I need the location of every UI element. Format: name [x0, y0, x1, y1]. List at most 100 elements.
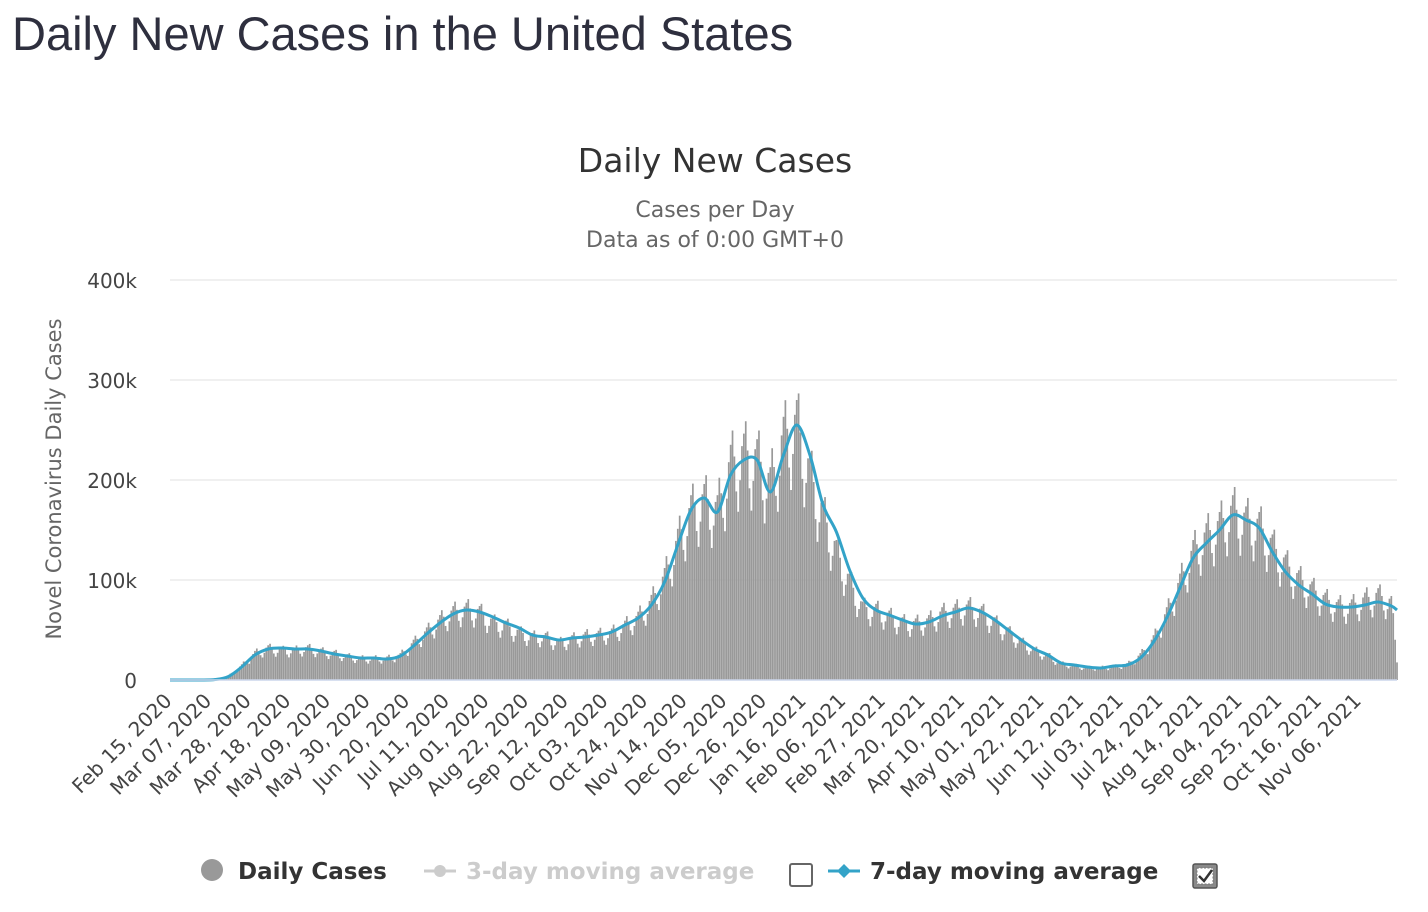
daily-case-bar	[807, 458, 809, 680]
daily-case-bar	[318, 649, 320, 680]
daily-case-bar	[308, 643, 311, 680]
daily-case-bar	[727, 462, 730, 680]
daily-case-bar	[803, 507, 806, 680]
daily-case-bar	[586, 629, 589, 680]
daily-case-bar	[1230, 505, 1232, 680]
daily-case-bar	[669, 578, 672, 680]
daily-case-bar	[958, 607, 960, 680]
daily-case-bar	[635, 615, 638, 680]
daily-case-bar	[1194, 529, 1196, 680]
daily-case-bar	[435, 629, 438, 680]
daily-case-bar	[1118, 667, 1121, 680]
daily-case-bar	[986, 625, 989, 680]
daily-case-bar	[608, 631, 611, 680]
daily-case-bar	[561, 641, 564, 680]
legend-item-3-day-average[interactable]: 3-day moving average	[424, 859, 754, 885]
daily-case-bar	[946, 621, 949, 680]
legend-7-day-checkbox[interactable]	[1192, 863, 1218, 889]
daily-case-bar	[499, 637, 502, 680]
daily-case-bar	[388, 654, 390, 680]
daily-case-bar	[973, 619, 976, 680]
daily-case-bar	[529, 634, 532, 680]
daily-case-bar	[1328, 599, 1330, 680]
legend-item-daily-cases[interactable]: Daily Cases	[201, 859, 387, 885]
daily-case-bar	[310, 648, 313, 680]
daily-case-bar	[1090, 667, 1093, 680]
daily-case-bar	[473, 627, 475, 680]
daily-case-bar	[1018, 638, 1021, 680]
daily-case-bar	[639, 605, 641, 680]
daily-case-bar	[1026, 650, 1028, 680]
daily-case-bar	[1379, 584, 1381, 680]
daily-case-bar	[1165, 607, 1168, 680]
daily-case-bar	[1011, 633, 1013, 680]
daily-case-bar	[590, 641, 592, 680]
daily-case-bar	[620, 633, 623, 680]
daily-case-bar	[1303, 597, 1306, 680]
daily-case-bar	[1299, 566, 1302, 680]
daily-case-bar	[320, 648, 322, 680]
daily-case-bar	[414, 635, 417, 680]
daily-case-bar	[1352, 594, 1355, 680]
daily-case-bar	[1152, 635, 1155, 680]
daily-case-bar	[1150, 639, 1153, 680]
legend-item-7-day-average[interactable]: 7-day moving average	[828, 859, 1158, 885]
daily-case-bar	[978, 608, 981, 680]
daily-case-bar	[1128, 660, 1130, 680]
daily-case-bar	[1043, 656, 1045, 680]
daily-case-bar	[829, 570, 832, 680]
daily-case-bar	[1271, 534, 1274, 680]
daily-case-bar	[1197, 564, 1200, 680]
daily-case-bar	[525, 645, 528, 680]
daily-case-bar	[1003, 634, 1006, 680]
daily-case-bar	[246, 663, 249, 680]
daily-case-bar	[1331, 621, 1334, 680]
daily-case-bar	[346, 654, 349, 680]
daily-case-bar	[569, 637, 572, 680]
daily-case-bar	[255, 648, 258, 680]
daily-case-bar	[1369, 609, 1372, 680]
daily-case-bar	[512, 641, 515, 680]
daily-case-bar	[1248, 518, 1251, 680]
daily-case-bar	[1339, 595, 1342, 680]
daily-case-bar	[267, 645, 270, 680]
daily-case-bar	[1203, 532, 1206, 680]
daily-case-bar	[576, 643, 579, 680]
daily-case-bar	[737, 511, 740, 680]
daily-case-bar	[733, 456, 736, 680]
daily-case-bar	[1012, 642, 1015, 680]
daily-case-bar	[1362, 597, 1364, 680]
daily-case-bar	[1080, 669, 1083, 680]
daily-case-bar	[992, 618, 994, 680]
daily-case-bar	[709, 529, 711, 680]
legend-3-day-checkbox[interactable]	[789, 863, 813, 887]
daily-case-bar	[325, 656, 328, 680]
daily-case-bar	[1014, 647, 1017, 680]
daily-case-bar	[988, 632, 991, 680]
daily-case-bar	[682, 549, 685, 680]
daily-case-bar	[601, 633, 604, 680]
daily-case-bar	[1330, 613, 1332, 680]
daily-case-bar	[401, 649, 404, 680]
daily-case-bar	[776, 511, 779, 680]
daily-case-bar	[782, 416, 785, 680]
daily-case-bar	[391, 660, 394, 680]
daily-case-bar	[1116, 665, 1119, 680]
daily-case-bar	[1031, 647, 1034, 680]
daily-case-bar	[990, 625, 992, 680]
daily-case-bar	[365, 661, 368, 680]
daily-case-bar	[714, 501, 717, 680]
daily-case-bar	[1177, 582, 1179, 680]
daily-case-bar	[703, 484, 706, 680]
daily-case-bar	[799, 432, 802, 680]
daily-case-bar	[356, 660, 358, 680]
daily-case-bar	[571, 635, 573, 680]
daily-case-bar	[261, 657, 264, 680]
daily-case-bar	[567, 644, 570, 680]
daily-case-bar	[1281, 572, 1283, 680]
daily-case-bar	[875, 603, 877, 680]
daily-case-bar	[386, 656, 388, 680]
daily-case-bar	[1348, 602, 1351, 680]
daily-case-bar	[1035, 646, 1038, 680]
daily-case-bar	[257, 651, 260, 680]
